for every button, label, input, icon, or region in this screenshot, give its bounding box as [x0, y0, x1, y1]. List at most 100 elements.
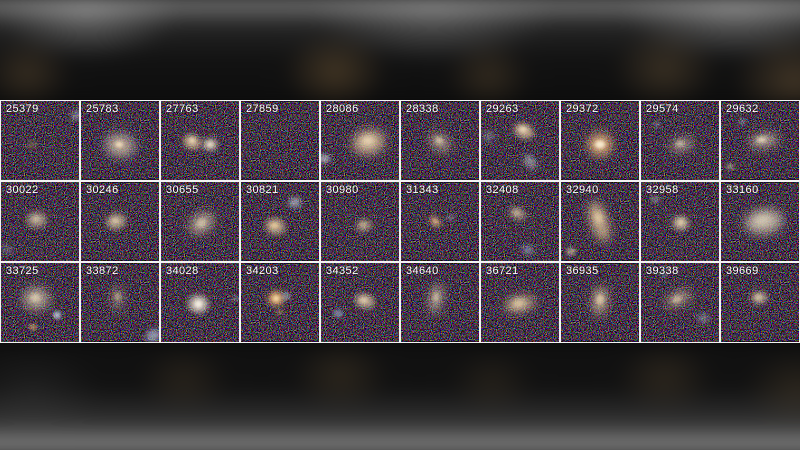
- galaxy-image: [481, 182, 559, 261]
- galaxy-blob: [432, 218, 438, 225]
- galaxy-blob: [196, 218, 207, 228]
- galaxy-cell: 28086: [320, 100, 400, 181]
- galaxy-image: [641, 263, 719, 342]
- galaxy-blob: [207, 142, 214, 147]
- galaxy-blob: [676, 140, 684, 147]
- galaxy-cell: 32408: [480, 181, 560, 262]
- galaxy-blob: [359, 297, 368, 304]
- galaxy-blob: [53, 311, 62, 320]
- galaxy-blob: [595, 140, 605, 149]
- galaxy-blob: [521, 245, 534, 255]
- cell-id-label: 27763: [166, 103, 199, 115]
- cell-id-label: 33160: [726, 184, 759, 196]
- galaxy-blob: [523, 154, 537, 169]
- cell-id-label: 31343: [406, 184, 439, 196]
- galaxy-image: [81, 101, 159, 180]
- galaxy-cell: 32940: [560, 181, 640, 262]
- galaxy-cell: 25379: [0, 100, 80, 181]
- cell-id-label: 33725: [6, 265, 39, 277]
- galaxy-image: [401, 182, 479, 261]
- galaxy-image: [641, 182, 719, 261]
- galaxy-image: [241, 263, 319, 342]
- galaxy-blob: [270, 222, 279, 229]
- galaxy-cell: 34203: [240, 262, 320, 343]
- galaxy-blob: [650, 195, 661, 204]
- cell-id-label: 30246: [86, 184, 119, 196]
- cell-id-label: 30821: [246, 184, 279, 196]
- cell-id-label: 25783: [86, 103, 119, 115]
- galaxy-image: [721, 101, 799, 180]
- galaxy-image: [401, 101, 479, 180]
- galaxy-blob: [145, 329, 159, 342]
- galaxy-blob: [482, 131, 495, 142]
- cell-id-label: 34203: [246, 265, 279, 277]
- galaxy-cell: 39669: [720, 262, 800, 343]
- galaxy-blob: [566, 247, 577, 256]
- galaxy-cell: 36935: [560, 262, 640, 343]
- galaxy-blob: [111, 217, 120, 224]
- galaxy-blob: [115, 141, 124, 148]
- galaxy-image: [481, 101, 559, 180]
- galaxy-image: [161, 101, 239, 180]
- cell-id-label: 32940: [566, 184, 599, 196]
- galaxy-blob: [281, 292, 292, 301]
- cell-id-label: 36721: [486, 265, 519, 277]
- galaxy-cell: 36721: [480, 262, 560, 343]
- galaxy-blob: [697, 314, 710, 323]
- galaxy-blob: [755, 293, 762, 300]
- galaxy-blob: [189, 137, 196, 144]
- galaxy-blob: [288, 197, 301, 208]
- galaxy-cell: 30246: [80, 181, 160, 262]
- galaxy-cell: 27859: [240, 100, 320, 181]
- galaxy-blob: [27, 140, 38, 149]
- letterbox-bottom-blur: [0, 338, 800, 450]
- cell-id-label: 27859: [246, 103, 279, 115]
- galaxy-cell: 29263: [480, 100, 560, 181]
- galaxy-blob: [1, 244, 14, 255]
- galaxy-image: [481, 263, 559, 342]
- galaxy-blob: [595, 294, 605, 305]
- galaxy-image: [81, 263, 159, 342]
- galaxy-image: [721, 182, 799, 261]
- galaxy-cell: 30022: [0, 181, 80, 262]
- galaxy-cell: 33872: [80, 262, 160, 343]
- galaxy-blob: [513, 209, 521, 217]
- galaxy-image: [561, 263, 639, 342]
- galaxy-blob: [652, 121, 661, 128]
- letterbox-top-blur: [0, 0, 800, 104]
- galaxy-blob: [754, 214, 771, 225]
- galaxy-blob: [273, 295, 280, 302]
- cell-id-label: 29263: [486, 103, 519, 115]
- galaxy-blob: [321, 154, 331, 163]
- galaxy-cell: 29574: [640, 100, 720, 181]
- galaxy-blob: [333, 309, 344, 318]
- galaxy-image: [641, 101, 719, 180]
- galaxy-cell: 30655: [160, 181, 240, 262]
- galaxy-cell: 25783: [80, 100, 160, 181]
- galaxy-blob: [726, 163, 735, 170]
- cell-id-label: 30022: [6, 184, 39, 196]
- galaxy-blob: [672, 295, 682, 303]
- cell-id-label: 34352: [326, 265, 359, 277]
- cell-id-label: 29632: [726, 103, 759, 115]
- galaxy-blob: [194, 300, 203, 309]
- cell-id-label: 28086: [326, 103, 359, 115]
- galaxy-blob: [594, 211, 603, 224]
- galaxy-image: [561, 101, 639, 180]
- cell-id-label: 39338: [646, 265, 679, 277]
- galaxy-image: [561, 182, 639, 261]
- galaxy-blob: [677, 219, 684, 226]
- cell-id-label: 28338: [406, 103, 439, 115]
- galaxy-cell: 32958: [640, 181, 720, 262]
- cell-id-label: 34640: [406, 265, 439, 277]
- galaxy-blob: [433, 292, 440, 302]
- galaxy-blob: [738, 118, 747, 125]
- galaxy-image: [81, 182, 159, 261]
- cell-id-label: 30980: [326, 184, 359, 196]
- galaxy-cell: 29632: [720, 100, 800, 181]
- galaxy-image: [161, 263, 239, 342]
- galaxy-blob: [231, 295, 239, 302]
- galaxy-blob: [446, 214, 456, 221]
- galaxy-blob: [662, 272, 667, 277]
- galaxy-blob: [32, 216, 41, 223]
